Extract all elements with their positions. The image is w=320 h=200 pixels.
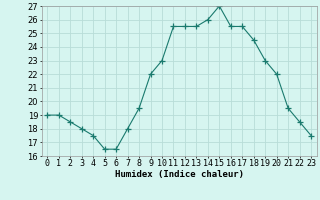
X-axis label: Humidex (Indice chaleur): Humidex (Indice chaleur) — [115, 170, 244, 179]
